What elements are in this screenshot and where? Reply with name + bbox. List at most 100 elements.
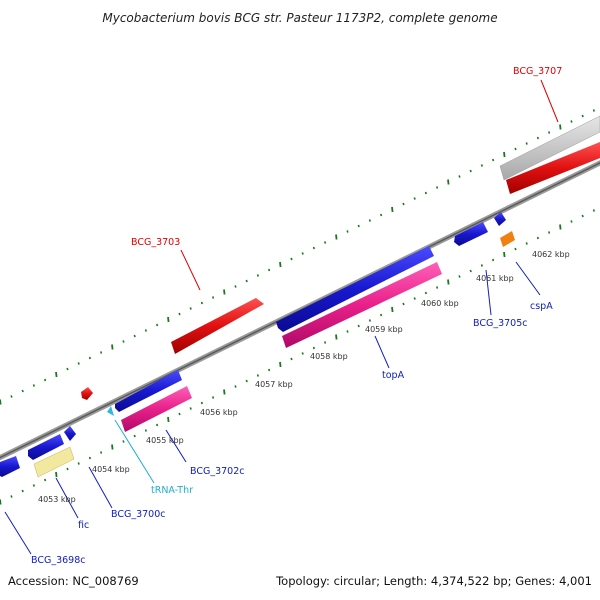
minor-tick bbox=[256, 374, 259, 377]
minor-tick bbox=[178, 412, 181, 416]
feature-topA-blue[interactable] bbox=[276, 246, 434, 332]
feature-bcg3702c[interactable] bbox=[121, 386, 192, 432]
forward-features bbox=[81, 115, 600, 400]
minor-tick bbox=[536, 136, 539, 140]
feature-small-red[interactable] bbox=[81, 387, 93, 400]
major-tick bbox=[447, 179, 450, 185]
major-tick bbox=[559, 124, 562, 130]
major-tick bbox=[391, 206, 394, 213]
major-tick bbox=[279, 361, 282, 368]
accession-text: Accession: NC_008769 bbox=[8, 574, 139, 588]
feature-trnathr[interactable] bbox=[107, 406, 114, 416]
gene-labels: BCG_3707 BCG_3703 BCG_3705c cspA topA BC… bbox=[31, 66, 562, 566]
minor-tick bbox=[245, 379, 248, 383]
feature-bcg3703[interactable] bbox=[171, 298, 264, 354]
minor-tick bbox=[290, 357, 293, 361]
callout-bcg3705c bbox=[485, 269, 492, 316]
major-tick bbox=[391, 306, 394, 313]
minor-tick bbox=[312, 346, 315, 350]
minor-tick bbox=[570, 220, 573, 223]
minor-tick bbox=[144, 429, 147, 432]
callout-trnathr bbox=[114, 419, 155, 484]
minor-tick bbox=[133, 434, 136, 438]
reverse-features bbox=[0, 212, 506, 477]
minor-tick bbox=[324, 241, 327, 244]
minor-tick bbox=[66, 367, 69, 371]
minor-tick bbox=[380, 213, 383, 217]
minor-tick bbox=[156, 323, 159, 327]
major-tick bbox=[55, 471, 58, 478]
minor-tick bbox=[368, 219, 371, 222]
kbp-label: 4059 kbp bbox=[365, 325, 403, 334]
minor-tick bbox=[268, 268, 271, 272]
gene-label-bcg3703[interactable]: BCG_3703 bbox=[131, 237, 180, 248]
gene-label-bcg3700c[interactable]: BCG_3700c bbox=[111, 509, 166, 520]
callout-bcg3703 bbox=[180, 249, 201, 291]
minor-tick bbox=[436, 286, 439, 289]
major-tick bbox=[559, 224, 562, 230]
minor-tick bbox=[402, 202, 405, 206]
minor-tick bbox=[424, 191, 427, 195]
feature-cspA[interactable] bbox=[500, 231, 515, 247]
gene-label-cspA[interactable]: cspA bbox=[530, 301, 553, 312]
feature-bcg3707[interactable] bbox=[506, 142, 600, 194]
minor-tick bbox=[480, 264, 483, 267]
major-tick bbox=[111, 444, 114, 450]
minor-tick bbox=[581, 214, 584, 218]
gene-label-topA[interactable]: topA bbox=[382, 370, 405, 381]
gene-label-bcg3698c[interactable]: BCG_3698c bbox=[31, 555, 86, 566]
minor-tick bbox=[324, 341, 327, 344]
major-tick bbox=[447, 279, 450, 285]
major-tick bbox=[335, 334, 338, 340]
feature-topA[interactable] bbox=[282, 262, 442, 348]
feature-bcg3698c[interactable] bbox=[0, 456, 20, 477]
feature-bcg3700c-small[interactable] bbox=[64, 426, 76, 441]
minor-tick bbox=[200, 401, 203, 405]
callout-topA bbox=[374, 335, 390, 369]
minor-tick bbox=[100, 451, 103, 454]
minor-tick bbox=[32, 484, 35, 487]
minor-tick bbox=[66, 467, 69, 471]
gene-label-bcg3702c[interactable]: BCG_3702c bbox=[190, 466, 245, 477]
callout-lines bbox=[4, 79, 559, 555]
kbp-label: 4058 kbp bbox=[310, 352, 348, 361]
minor-tick bbox=[312, 246, 315, 250]
minor-tick bbox=[144, 329, 147, 332]
gene-label-fic[interactable]: fic bbox=[78, 520, 89, 531]
minor-tick bbox=[77, 462, 80, 465]
kbp-label: 4054 kbp bbox=[92, 465, 130, 474]
feature-bcg3707-grey[interactable] bbox=[499, 115, 600, 181]
minor-tick bbox=[413, 297, 416, 300]
minor-tick bbox=[189, 407, 192, 410]
minor-tick bbox=[77, 362, 80, 365]
feature-bcg3705c[interactable] bbox=[494, 212, 506, 226]
feature-bcg3700c[interactable] bbox=[28, 434, 64, 460]
minor-tick bbox=[32, 384, 35, 387]
major-tick bbox=[279, 261, 282, 268]
minor-tick bbox=[368, 319, 371, 322]
minor-tick bbox=[458, 175, 461, 178]
minor-tick bbox=[133, 334, 136, 338]
gene-label-trnathr[interactable]: tRNA-Thr bbox=[151, 485, 193, 496]
callout-cspA bbox=[515, 261, 541, 296]
callout-bcg3698c bbox=[4, 511, 32, 555]
minor-tick bbox=[346, 330, 349, 333]
kbp-label: 4061 kbp bbox=[476, 274, 514, 283]
minor-tick bbox=[592, 109, 595, 112]
gene-label-bcg3705c[interactable]: BCG_3705c bbox=[473, 318, 528, 329]
upper-tick-row bbox=[0, 109, 595, 405]
gene-label-bcg3707[interactable]: BCG_3707 bbox=[513, 66, 562, 77]
major-tick bbox=[223, 289, 226, 295]
minor-tick bbox=[514, 147, 517, 151]
minor-tick bbox=[156, 423, 159, 427]
major-tick bbox=[0, 499, 2, 505]
major-tick bbox=[0, 399, 2, 405]
feature-bcg3705c-left[interactable] bbox=[454, 222, 488, 246]
feature-bcg3702c-blue[interactable] bbox=[115, 370, 182, 412]
callout-bcg3700c bbox=[88, 466, 113, 509]
kbp-label: 4062 kbp bbox=[532, 250, 570, 259]
feature-fic[interactable] bbox=[33, 446, 75, 478]
minor-tick bbox=[469, 269, 472, 273]
minor-tick bbox=[21, 389, 24, 393]
